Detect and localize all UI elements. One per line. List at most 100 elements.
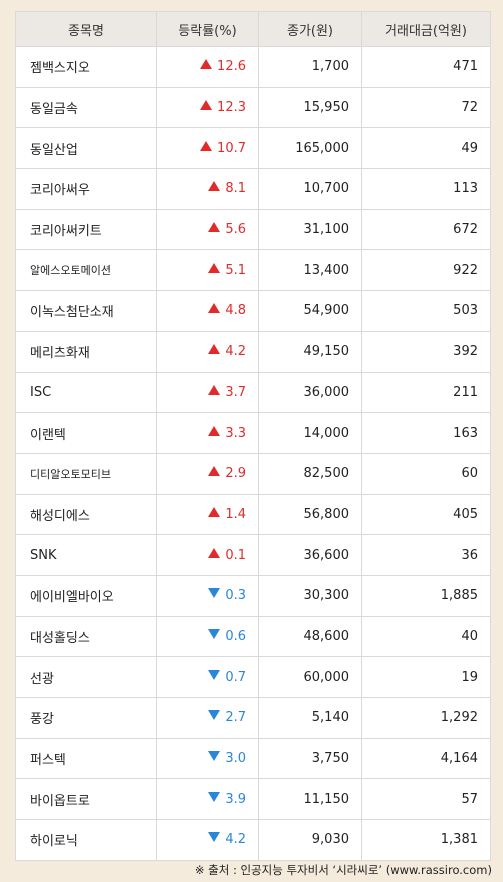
stock-name: ISC [15,371,157,414]
stock-table: 종목명 등락률(%) 종가(원) 거래대금(억원) 젬백스지오 12.6 1,700… [15,11,491,861]
up-triangle-icon [208,547,221,558]
close-price: 36,000 [258,371,362,414]
down-triangle-icon [208,628,221,639]
close-price: 1,700 [258,46,362,88]
change-rate: 1.4 [156,493,259,536]
change-value: 4.8 [225,303,246,319]
change-rate: 0.6 [156,615,259,658]
table-row: ISC 3.7 36,000 211 [15,371,491,414]
table-header-row: 종목명 등락률(%) 종가(원) 거래대금(억원) [15,11,491,47]
change-value: 2.9 [225,466,246,482]
up-triangle-icon [200,140,213,151]
close-price: 3,750 [258,737,362,780]
change-value: 10.7 [217,140,246,156]
up-triangle-icon [208,262,221,273]
table-row: 에이비엘바이오 0.3 30,300 1,885 [15,574,491,617]
table-row: 대성홀딩스 0.6 48,600 40 [15,615,491,658]
table-row: 알에스오토메이션 5.1 13,400 922 [15,249,491,292]
trade-volume: 72 [361,86,491,129]
stock-name: 선광 [15,656,157,698]
table-row: 동일산업 10.7 165,000 49 [15,127,491,170]
down-triangle-icon [208,751,221,762]
change-rate: 0.7 [156,656,259,698]
change-value: 4.2 [225,832,246,848]
change-value: 0.1 [225,547,246,563]
change-rate: 3.3 [156,412,259,454]
trade-volume: 60 [361,452,491,495]
change-value: 3.9 [225,791,246,807]
stock-name: 디티알오토모티브 [15,452,157,495]
down-triangle-icon [208,791,221,802]
close-price: 10,700 [258,168,362,210]
change-rate: 0.3 [156,574,259,617]
header-price: 종가(원) [258,11,362,47]
close-price: 31,100 [258,208,362,251]
change-value: 3.7 [225,384,246,400]
change-value: 12.3 [217,100,246,116]
change-rate: 12.6 [156,46,259,88]
stock-name: 퍼스텍 [15,737,157,780]
table-row: 이랜텍 3.3 14,000 163 [15,412,491,454]
change-value: 8.1 [225,181,246,197]
close-price: 49,150 [258,330,362,373]
trade-volume: 113 [361,168,491,210]
header-name: 종목명 [15,11,157,47]
close-price: 82,500 [258,452,362,495]
change-value: 0.7 [225,669,246,685]
change-value: 0.3 [225,588,246,604]
up-triangle-icon [208,303,221,314]
table-row: 동일금속 12.3 15,950 72 [15,86,491,129]
trade-volume: 49 [361,127,491,170]
trade-volume: 503 [361,290,491,332]
trade-volume: 392 [361,330,491,373]
close-price: 30,300 [258,574,362,617]
trade-volume: 163 [361,412,491,454]
stock-name: 바이옵트로 [15,778,157,821]
change-value: 3.3 [225,425,246,441]
stock-name: 알에스오토메이션 [15,249,157,292]
change-rate: 4.2 [156,330,259,373]
change-value: 1.4 [225,506,246,522]
table-row: 선광 0.7 60,000 19 [15,656,491,698]
table-row: 퍼스텍 3.0 3,750 4,164 [15,737,491,780]
change-value: 4.2 [225,344,246,360]
up-triangle-icon [200,100,213,111]
table-row: 디티알오토모티브 2.9 82,500 60 [15,452,491,495]
change-rate: 0.1 [156,534,259,576]
change-rate: 8.1 [156,168,259,210]
change-value: 12.6 [217,59,246,75]
stock-name: 코리아써우 [15,168,157,210]
trade-volume: 40 [361,615,491,658]
change-rate: 3.0 [156,737,259,780]
stock-name: 에이비엘바이오 [15,574,157,617]
stock-name: SNK [15,534,157,576]
stock-name: 해성디에스 [15,493,157,536]
stock-name: 하이로닉 [15,819,157,861]
close-price: 5,140 [258,697,362,739]
source-note: ※ 출처 : 인공지능 투자비서 ‘시라씨로’ (www.rassiro.com… [194,863,492,877]
change-rate: 12.3 [156,86,259,129]
stock-name: 풍강 [15,697,157,739]
header-volume: 거래대금(억원) [361,11,491,47]
change-rate: 5.6 [156,208,259,251]
table-row: 해성디에스 1.4 56,800 405 [15,493,491,536]
up-triangle-icon [208,181,221,192]
close-price: 13,400 [258,249,362,292]
down-triangle-icon [208,710,221,721]
table-row: 하이로닉 4.2 9,030 1,381 [15,819,491,861]
table-row: 풍강 2.7 5,140 1,292 [15,697,491,739]
up-triangle-icon [208,344,221,355]
change-rate: 4.8 [156,290,259,332]
up-triangle-icon [208,466,221,477]
change-rate: 5.1 [156,249,259,292]
trade-volume: 19 [361,656,491,698]
up-triangle-icon [208,506,221,517]
table-row: SNK 0.1 36,600 36 [15,534,491,576]
trade-volume: 1,885 [361,574,491,617]
change-value: 5.6 [225,222,246,238]
close-price: 9,030 [258,819,362,861]
down-triangle-icon [208,669,221,680]
close-price: 56,800 [258,493,362,536]
trade-volume: 57 [361,778,491,821]
stock-name: 동일산업 [15,127,157,170]
